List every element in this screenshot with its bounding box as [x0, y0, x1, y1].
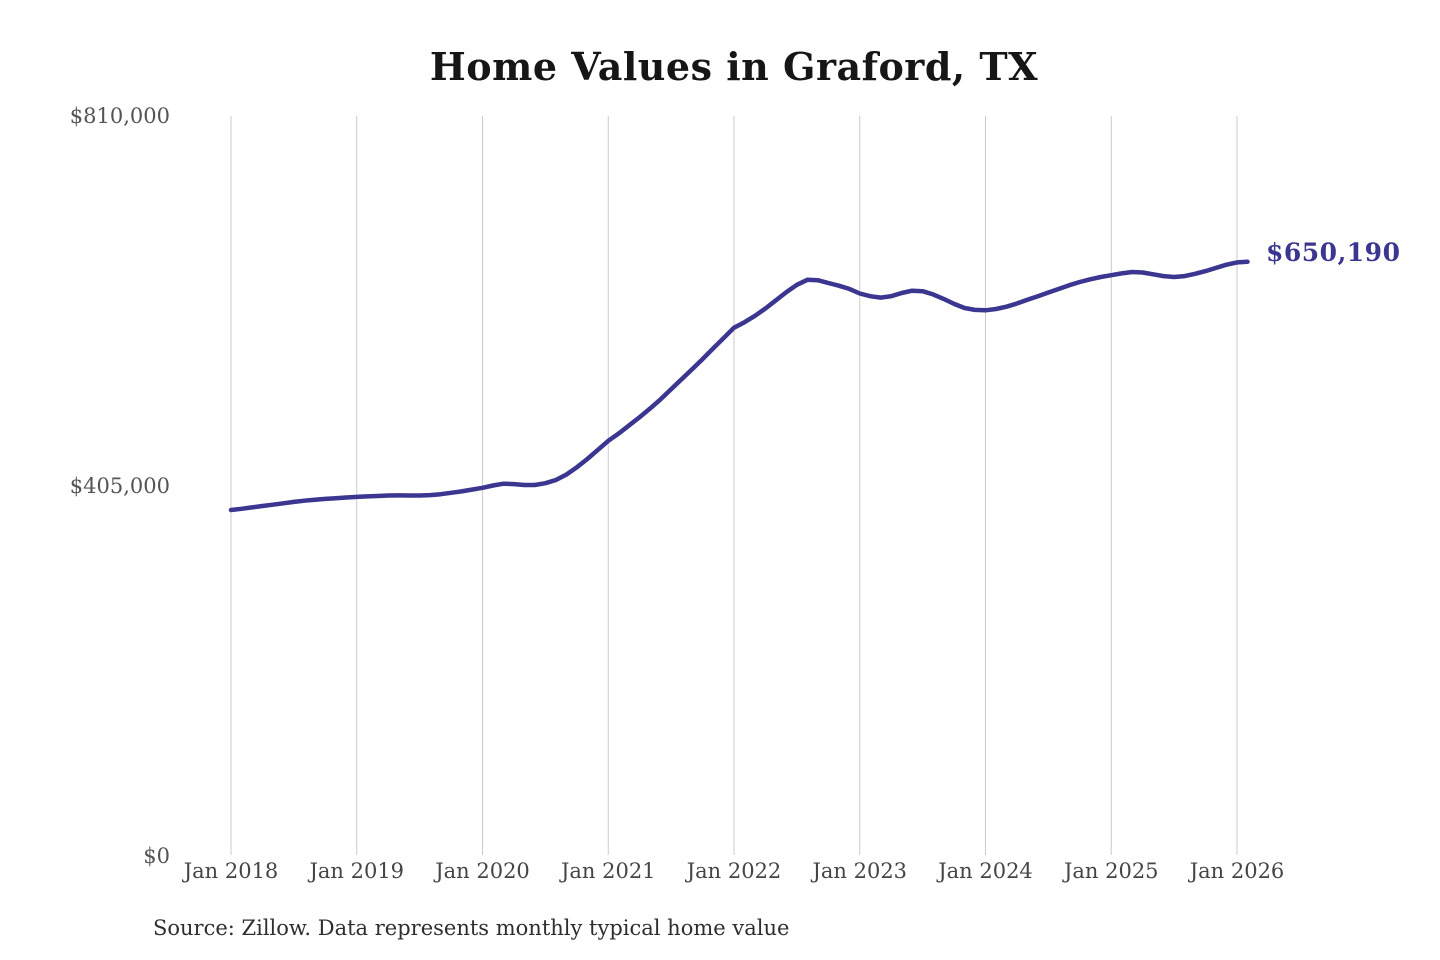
y-tick-label-405000: $405,000 — [69, 474, 170, 498]
x-tick-label: Jan 2018 — [183, 859, 279, 883]
x-tick-label: Jan 2022 — [686, 859, 782, 883]
x-tick-label: Jan 2025 — [1063, 859, 1159, 883]
source-note: Source: Zillow. Data represents monthly … — [153, 916, 790, 940]
x-tick-label: Jan 2026 — [1189, 859, 1285, 883]
latest-value-label: $650,190 — [1266, 238, 1401, 267]
gridlines — [230, 116, 1238, 855]
x-tick-label: Jan 2021 — [560, 859, 656, 883]
chart-title: Home Values in Graford, TX — [429, 44, 1039, 89]
x-tick-label: Jan 2020 — [435, 859, 530, 883]
x-tick-label: Jan 2019 — [309, 859, 405, 883]
y-tick-label-0: $0 — [143, 844, 170, 868]
home-value-line — [228, 259, 1250, 513]
x-tick-label: Jan 2023 — [812, 859, 908, 883]
x-tick-label: Jan 2024 — [938, 859, 1033, 883]
y-tick-label-810000: $810,000 — [69, 104, 170, 128]
